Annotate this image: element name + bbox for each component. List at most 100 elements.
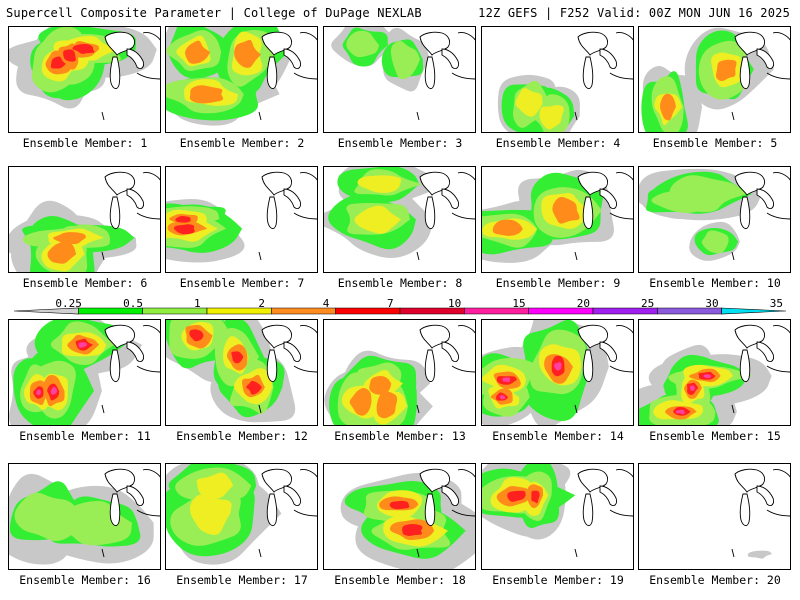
- lake-outline: [109, 196, 121, 230]
- contour-fill: [660, 93, 676, 121]
- lake-outline: [766, 325, 790, 373]
- lake-outline: [766, 469, 790, 517]
- contour-fill: [246, 380, 262, 395]
- contour-fill: [36, 389, 41, 396]
- lake-outline: [109, 56, 121, 90]
- ensemble-member-label: Ensemble Member: 6: [22, 276, 148, 290]
- contour-fill: [50, 56, 66, 69]
- contour-fill: [369, 376, 392, 395]
- lake-outline: [109, 349, 121, 383]
- contour-fill: [390, 41, 420, 80]
- color-scale-label: 30: [705, 297, 719, 310]
- lake-outline: [599, 48, 617, 70]
- lake-outline: [441, 188, 459, 210]
- ensemble-member-label: Ensemble Member: 15: [649, 429, 781, 443]
- ensemble-member-label: Ensemble Member: 13: [334, 429, 466, 443]
- lake-outline: [451, 469, 475, 517]
- lake-outline: [126, 485, 144, 507]
- contour-fill: [701, 230, 729, 254]
- scp-contour-map: [482, 169, 633, 263]
- lake-outline: [283, 48, 301, 70]
- ensemble-member-label: Ensemble Member: 1: [22, 136, 148, 150]
- boundary-line: [416, 404, 420, 414]
- color-scale-label: 0.25: [55, 297, 82, 310]
- scp-contour-map: [166, 464, 317, 565]
- ensemble-member-label: Ensemble Member: 17: [176, 573, 308, 587]
- color-scale-label: 10: [448, 297, 462, 310]
- lake-outline: [283, 188, 301, 210]
- boundary-line: [574, 548, 578, 558]
- contour-fill: [185, 40, 211, 64]
- color-scale-label: 20: [576, 297, 590, 310]
- contour-fill: [402, 524, 423, 536]
- scp-contour-map: [641, 27, 790, 132]
- scp-contour-map: [497, 31, 633, 132]
- scp-contour-map: [9, 171, 160, 272]
- contour-fill: [189, 329, 204, 342]
- lake-outline: [109, 493, 121, 527]
- contour-fill: [689, 385, 695, 392]
- ensemble-member-label: Ensemble Member: 11: [19, 429, 151, 443]
- contour-fill: [47, 241, 77, 264]
- lake-outline: [293, 32, 317, 80]
- lake-outline: [293, 469, 317, 517]
- lake-outline: [582, 493, 594, 527]
- boundary-line: [574, 111, 578, 121]
- lake-outline: [126, 188, 144, 210]
- lake-outline: [756, 48, 774, 70]
- contour-fill: [715, 59, 737, 82]
- lake-outline: [582, 56, 594, 90]
- boundary-line: [101, 251, 105, 261]
- ensemble-member-map: [165, 26, 318, 133]
- contour-fill: [507, 490, 526, 502]
- color-scale-segment: [721, 307, 787, 315]
- ensemble-member-map: [638, 463, 791, 570]
- run-info: 12Z GEFS | F252 Valid: 00Z MON JUN 16 20…: [478, 6, 790, 20]
- scp-contour-map: [9, 468, 160, 565]
- lake-outline: [136, 32, 160, 80]
- color-scale-label: 1: [194, 297, 201, 310]
- color-scale-label: 25: [641, 297, 655, 310]
- boundary-line: [574, 404, 578, 414]
- contour-fill: [349, 387, 372, 416]
- ensemble-member-map: [165, 166, 318, 273]
- lake-outline: [599, 485, 617, 507]
- ensemble-member-map: [323, 26, 476, 133]
- lake-outline: [293, 325, 317, 373]
- lake-outline: [609, 469, 633, 517]
- lake-outline: [739, 56, 751, 90]
- contour-fill: [492, 219, 523, 236]
- ensemble-member-map: [8, 26, 161, 133]
- ensemble-member-map: [8, 319, 161, 426]
- boundary-line: [731, 111, 735, 121]
- scp-contour-map: [482, 464, 633, 558]
- ensemble-member-label: Ensemble Member: 16: [19, 573, 151, 587]
- lake-outline: [599, 341, 617, 363]
- boundary-line: [416, 251, 420, 261]
- ensemble-member-label: Ensemble Member: 7: [179, 276, 305, 290]
- ensemble-member-label: Ensemble Member: 5: [652, 136, 778, 150]
- lake-outline: [424, 493, 436, 527]
- lake-outline: [609, 172, 633, 220]
- ensemble-member-map: [323, 166, 476, 273]
- lake-outline: [609, 325, 633, 373]
- scp-contour-map: [324, 167, 475, 261]
- contour-fill: [747, 550, 773, 559]
- boundary-line: [101, 404, 105, 414]
- lake-outline: [283, 485, 301, 507]
- lake-outline: [766, 32, 790, 80]
- boundary-line: [731, 251, 735, 261]
- scp-contour-map: [731, 468, 790, 559]
- contour-fill: [63, 49, 76, 62]
- map-title: Supercell Composite Parameter | College …: [6, 6, 422, 20]
- lake-outline: [582, 196, 594, 230]
- scp-contour-map: [482, 320, 633, 425]
- contour-fill: [703, 374, 712, 379]
- ensemble-member-map: [481, 166, 634, 273]
- contour-fill: [189, 494, 232, 535]
- scp-contour-map: [166, 320, 317, 423]
- lake-outline: [424, 196, 436, 230]
- lake-outline: [739, 493, 751, 527]
- boundary-line: [258, 404, 262, 414]
- boundary-line: [258, 251, 262, 261]
